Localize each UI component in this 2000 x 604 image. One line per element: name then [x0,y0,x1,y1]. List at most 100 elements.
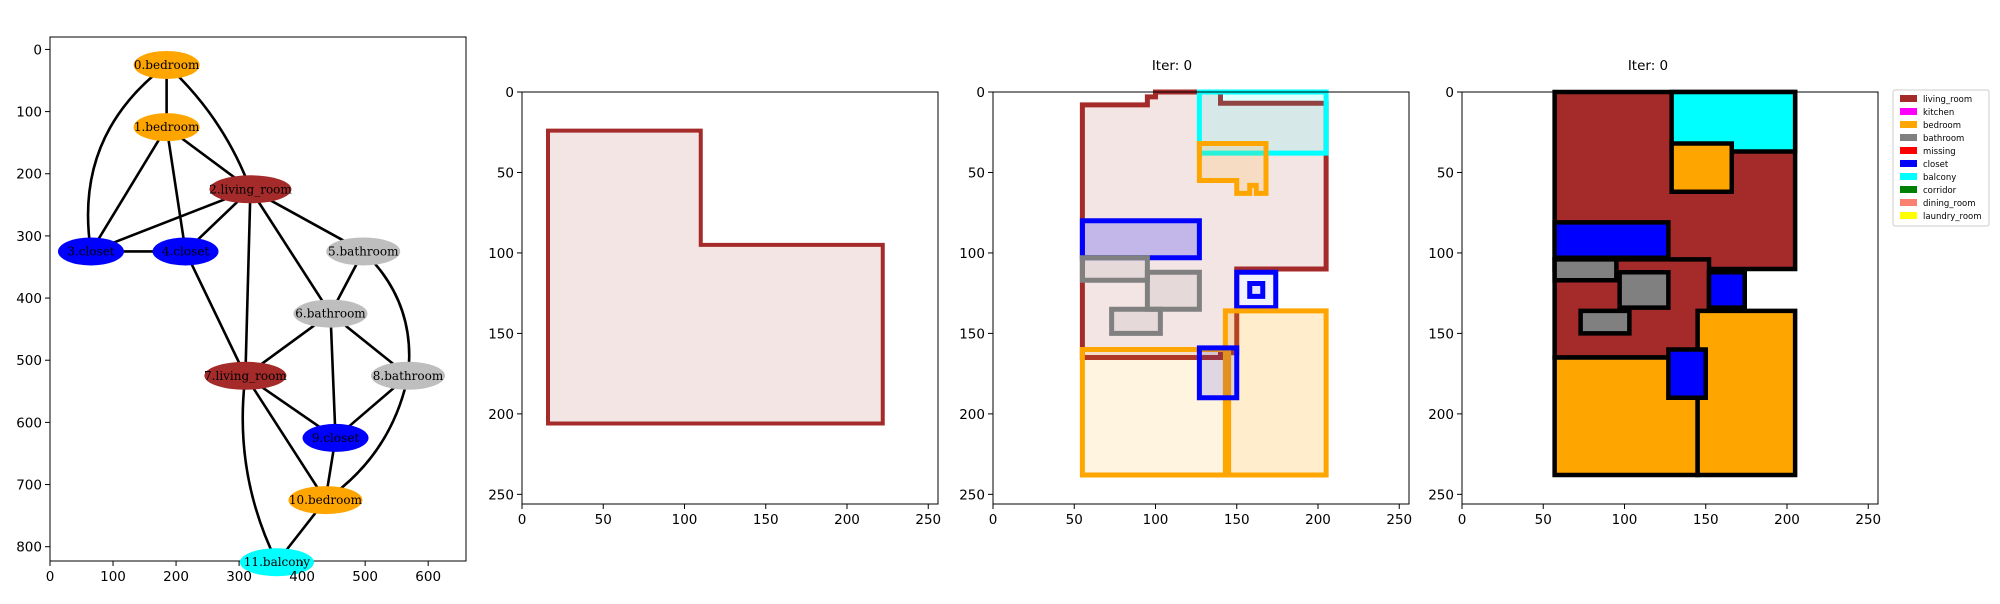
graph-node: 3.closet [57,237,124,266]
outline-room-bathroom [1109,306,1163,336]
iteration-filled-panel: Iter: 0 0 50 100 150 200 250 0 50 100 150 200 250 [1428,58,1881,528]
graph-node-label: 0.bedroom [134,58,200,72]
x-tick-label: 150 [1693,512,1719,528]
y-tick-label: 300 [16,229,42,245]
graph-node-ellipse [209,175,292,204]
legend-swatch [1900,147,1917,154]
y-tick-label: 50 [1437,165,1454,181]
x-tick-label: 50 [1535,512,1552,528]
graph-node-ellipse [204,361,287,390]
graph-node-label: 2.living_room [209,182,292,196]
y-tick-label: 200 [488,407,514,423]
x-tick-label: 200 [163,569,189,585]
graph-y-ticks: 0 100 200 300 400 500 600 700 800 [16,42,50,556]
boundary-axes-frame [521,91,939,505]
legend-label: dining_room [1923,199,1976,209]
y-tick-label: 0 [505,85,514,101]
iteration-outline-panel: Iter: 0 0 50 100 150 200 250 0 50 100 150 200 250 [959,58,1412,528]
y-tick-label: 0 [976,85,985,101]
graph-node-label: 4.closet [162,244,209,258]
outline-room-bedroom [1196,141,1269,196]
y-tick-label: 800 [16,540,42,556]
filled-room-bathroom [1617,270,1671,310]
legend-swatch [1900,108,1917,115]
legend-swatch [1900,199,1917,206]
filled-room-bathroom [1578,308,1632,336]
legend-label: closet [1923,160,1949,170]
y-tick-label: 150 [1428,326,1454,342]
filled-y-ticks: 0 50 100 150 200 250 [1428,85,1462,503]
y-tick-label: 0 [1445,85,1454,101]
legend-swatch [1900,173,1917,180]
graph-x-ticks: 0 100 200 300 400 500 600 [46,561,441,585]
graph-edge [244,189,252,376]
graph-edge [86,63,168,252]
graph-node-label: 3.closet [67,244,114,258]
legend-label: kitchen [1923,108,1954,118]
legend-item: living_room [1900,95,1972,105]
boundary-panel: 0 50 100 150 200 250 0 50 100 150 200 250 [488,85,941,528]
graph-node: 8.bathroom [371,361,446,390]
legend-item: kitchen [1900,108,1954,118]
y-tick-label: 400 [16,291,42,307]
legend-swatch [1900,212,1917,219]
graph-node-label: 6.bathroom [295,307,366,321]
y-tick-label: 250 [1428,487,1454,503]
outline-room-bathroom [1079,255,1150,283]
x-tick-label: 200 [1774,512,1800,528]
legend-item: corridor [1900,186,1957,196]
x-tick-label: 250 [1386,512,1412,528]
legend-label: bathroom [1923,134,1964,144]
filled-title: Iter: 0 [1628,58,1668,74]
x-tick-label: 200 [1305,512,1331,528]
x-tick-label: 0 [46,569,55,585]
x-tick-label: 150 [753,512,779,528]
y-tick-label: 100 [488,246,514,262]
legend-label: living_room [1923,95,1972,105]
outline-x-ticks: 0 50 100 150 200 250 [989,504,1412,528]
graph-node-label: 11.balcony [244,555,310,569]
legend-swatch [1900,186,1917,193]
outline-room-bedroom [1222,308,1329,478]
graph-node: 9.closet [302,423,369,452]
outline-title: Iter: 0 [1152,58,1192,74]
x-tick-label: 600 [415,569,441,585]
graph-edge [329,313,337,438]
graph-node-ellipse [293,299,368,328]
y-tick-label: 250 [959,487,985,503]
outline-y-ticks: 0 50 100 150 200 250 [959,85,993,503]
boundary-x-ticks: 0 50 100 150 200 250 [518,504,941,528]
x-tick-label: 300 [226,569,252,585]
graph-node: 4.closet [152,237,219,266]
x-tick-label: 200 [834,512,860,528]
x-tick-label: 500 [352,569,378,585]
outline-room-shapes [1079,89,1329,478]
x-tick-label: 400 [289,569,315,585]
graph-node: 7.living_room [204,361,287,390]
graph-node-label: 5.bathroom [328,244,399,258]
legend-item: bedroom [1900,121,1961,131]
y-tick-label: 150 [959,326,985,342]
y-tick-label: 50 [968,165,985,181]
legend-item: closet [1900,160,1949,170]
x-tick-label: 0 [518,512,527,528]
boundary-y-ticks: 0 50 100 150 200 250 [488,85,522,503]
y-tick-label: 250 [488,487,514,503]
graph-node-label: 8.bathroom [373,369,444,383]
graph-node-ellipse [57,237,124,266]
graph-node-ellipse [326,237,401,266]
filled-room-closet [1666,347,1708,401]
filled-axes-frame [1461,91,1879,505]
graph-edge [165,126,187,252]
graph-node: 11.balcony [239,548,314,577]
outline-room-closet [1234,269,1279,311]
x-tick-label: 0 [1458,512,1467,528]
x-tick-label: 150 [1224,512,1250,528]
x-tick-label: 0 [989,512,998,528]
outline-room-closet [1247,281,1266,299]
x-tick-label: 50 [1066,512,1083,528]
outline-axes-frame [992,91,1410,505]
x-tick-label: 100 [100,569,126,585]
x-tick-label: 250 [1855,512,1881,528]
y-tick-label: 500 [16,353,42,369]
